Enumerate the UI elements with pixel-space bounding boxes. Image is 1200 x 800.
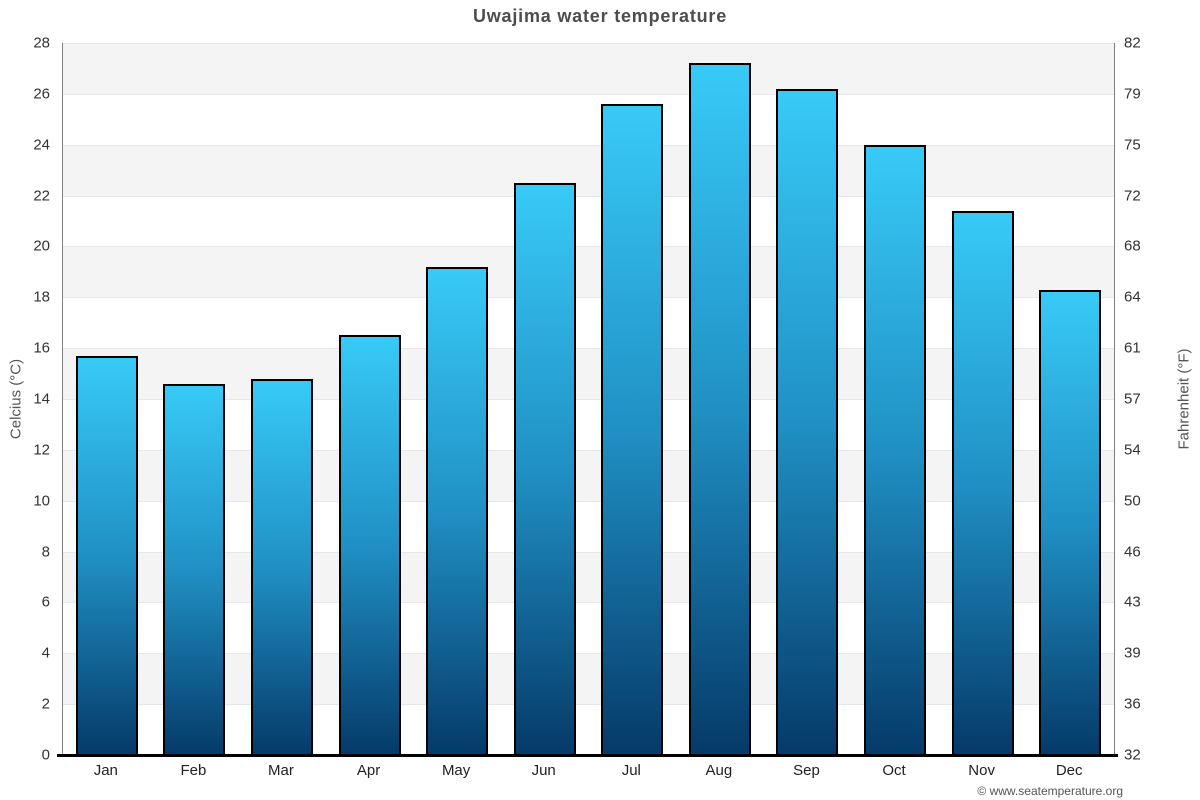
gridline — [63, 348, 1114, 350]
y-tick-label-fahrenheit: 79 — [1124, 85, 1141, 103]
y-tick-label-celsius: 0 — [41, 746, 50, 764]
y-tick-label-fahrenheit: 64 — [1124, 288, 1141, 306]
grid-band — [63, 500, 1114, 552]
bar-sep — [776, 88, 839, 755]
grid-band — [63, 551, 1114, 603]
bar-nov — [951, 210, 1014, 755]
bar-feb — [163, 383, 226, 755]
gridline — [63, 704, 1114, 706]
x-tick-label-may: May — [441, 762, 471, 779]
y-tick-label-fahrenheit: 36 — [1124, 695, 1141, 713]
y-tick-label-fahrenheit: 68 — [1124, 237, 1141, 255]
gridline — [63, 144, 1114, 146]
bar-jul — [601, 104, 664, 755]
grid-band — [63, 602, 1114, 654]
grid-band — [63, 704, 1114, 755]
gridline — [63, 93, 1114, 95]
gridline — [63, 43, 1114, 44]
bar-dec — [1039, 289, 1102, 755]
x-tick-label-feb: Feb — [180, 762, 207, 779]
bar-jan — [75, 355, 138, 755]
grid-band — [63, 653, 1114, 705]
y-tick-label-celsius: 28 — [33, 34, 50, 52]
y-tick-label-fahrenheit: 61 — [1124, 339, 1141, 357]
grid-band — [63, 144, 1114, 196]
x-tick-label-jul: Jul — [621, 762, 641, 779]
bar-oct — [864, 144, 927, 755]
bar-jun — [513, 182, 576, 755]
copyright-credit: © www.seatemperature.org — [977, 784, 1123, 798]
y-tick-label-fahrenheit: 32 — [1124, 746, 1141, 764]
y-tick-label-fahrenheit: 39 — [1124, 644, 1141, 662]
y-tick-label-celsius: 6 — [41, 593, 50, 611]
y-tick-label-fahrenheit: 75 — [1124, 136, 1141, 154]
bar-apr — [338, 335, 401, 755]
gridline — [63, 399, 1114, 400]
y-tick-label-celsius: 22 — [33, 187, 50, 205]
grid-band — [63, 399, 1114, 450]
bar-mar — [250, 378, 313, 755]
y-tick-label-celsius: 18 — [33, 288, 50, 306]
y-tick-label-celsius: 10 — [33, 492, 50, 510]
x-tick-label-sep: Sep — [793, 762, 820, 779]
y-tick-label-fahrenheit: 57 — [1124, 390, 1141, 408]
gridline — [63, 195, 1114, 197]
x-tick-label-jan: Jan — [93, 762, 118, 779]
grid-band — [63, 348, 1114, 399]
gridline — [63, 653, 1114, 655]
y-tick-label-celsius: 14 — [33, 390, 50, 408]
x-tick-label-nov: Nov — [968, 762, 995, 779]
y-tick-label-celsius: 4 — [41, 644, 50, 662]
x-axis-line — [57, 754, 1118, 757]
x-tick-label-apr: Apr — [356, 762, 381, 779]
plot-area — [62, 43, 1115, 755]
y-tick-label-celsius: 8 — [41, 543, 50, 561]
x-tick-label-mar: Mar — [268, 762, 294, 779]
x-tick-label-dec: Dec — [1055, 762, 1083, 779]
x-tick-label-jun: Jun — [531, 762, 556, 779]
y-tick-label-celsius: 24 — [33, 136, 50, 154]
y-tick-label-celsius: 26 — [33, 85, 50, 103]
chart-title: Uwajima water temperature — [472, 6, 728, 26]
y-tick-label-celsius: 20 — [33, 237, 50, 255]
gridline — [63, 297, 1114, 299]
y-tick-label-celsius: 2 — [41, 695, 50, 713]
y-tick-label-celsius: 12 — [33, 441, 50, 459]
grid-band — [63, 43, 1114, 94]
bar-aug — [688, 63, 751, 755]
gridline — [63, 500, 1114, 502]
y-tick-label-fahrenheit: 50 — [1124, 492, 1141, 510]
y-tick-label-celsius: 16 — [33, 339, 50, 357]
gridline — [63, 449, 1114, 451]
grid-band — [63, 195, 1114, 247]
grid-band — [63, 297, 1114, 349]
y-tick-label-fahrenheit: 43 — [1124, 593, 1141, 611]
bar-may — [426, 266, 489, 755]
gridline — [63, 551, 1114, 553]
x-tick-label-aug: Aug — [705, 762, 733, 779]
y-tick-label-fahrenheit: 72 — [1124, 187, 1141, 205]
gridline — [63, 602, 1114, 604]
grid-band — [63, 246, 1114, 298]
gridline — [63, 246, 1114, 248]
grid-band — [63, 93, 1114, 145]
y-tick-label-fahrenheit: 54 — [1124, 441, 1141, 459]
x-tick-label-oct: Oct — [882, 762, 906, 779]
y-tick-label-fahrenheit: 46 — [1124, 543, 1141, 561]
y-tick-label-fahrenheit: 82 — [1124, 34, 1141, 52]
grid-band — [63, 449, 1114, 501]
